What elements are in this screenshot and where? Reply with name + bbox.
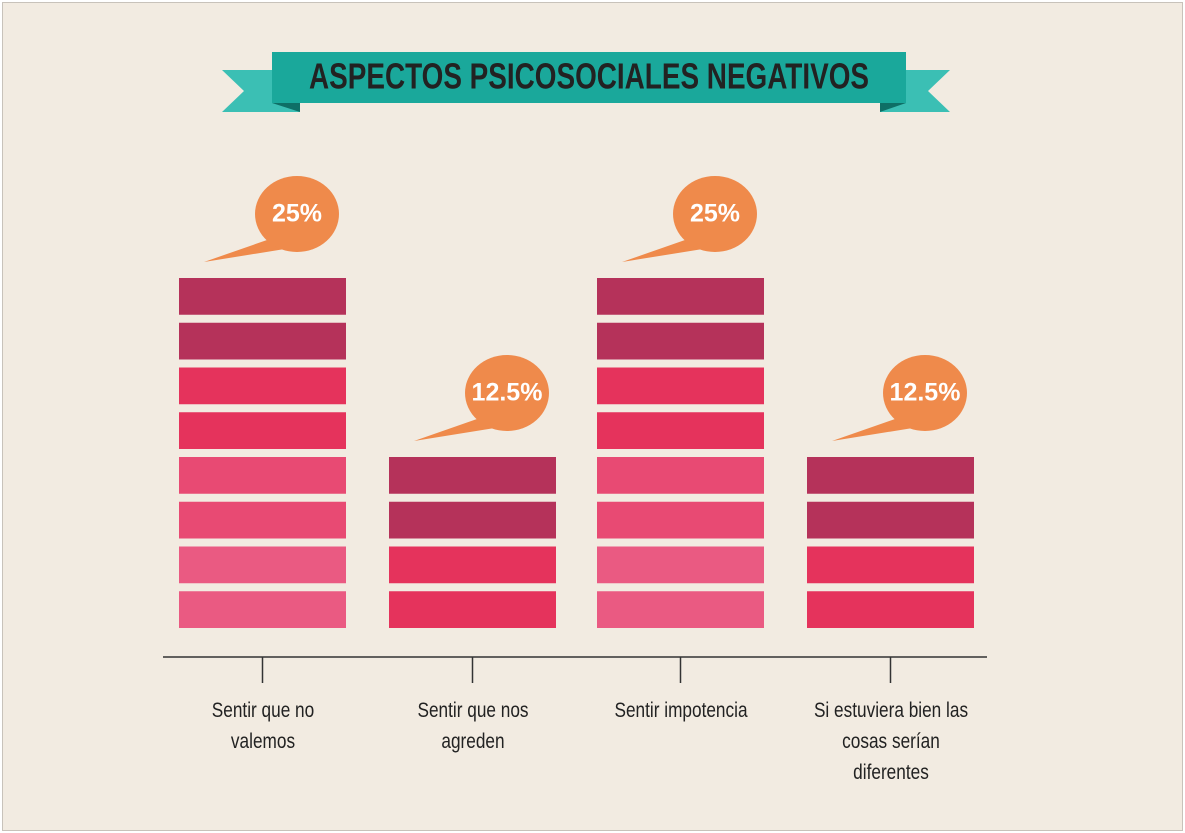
x-tick-label: Si estuviera bien las cosas serían difer…	[813, 699, 968, 784]
bar-segment	[179, 412, 346, 449]
x-tick-label: Sentir que no valemos	[211, 699, 314, 753]
value-label: 12.5%	[890, 379, 961, 407]
x-tick-label: Sentir que nos agreden	[416, 699, 529, 753]
bar-segment	[179, 546, 346, 584]
bar-segment	[597, 546, 764, 584]
x-tick-label: Sentir impotencia	[613, 699, 748, 722]
bar-segment	[389, 546, 556, 584]
label-bubble	[832, 419, 919, 441]
bar-segment	[179, 278, 346, 315]
bar-segment	[179, 591, 346, 628]
label-bubble	[414, 419, 501, 441]
ribbon-fold	[880, 103, 906, 112]
label-bubble	[673, 176, 757, 252]
chart-title: ASPECTOS PSICOSOCIALES NEGATIVOS	[309, 56, 869, 97]
label-bubble	[622, 240, 709, 262]
ribbon-fold	[272, 103, 300, 112]
bar	[597, 278, 764, 628]
bar-segment	[179, 367, 346, 405]
value-label: 25%	[272, 200, 322, 228]
bar-segment	[597, 591, 764, 628]
bar-segment	[179, 322, 346, 360]
bar-segment	[389, 591, 556, 628]
bar-segment	[807, 591, 974, 628]
label-bubble	[883, 355, 967, 431]
value-label: 12.5%	[472, 379, 543, 407]
banner	[272, 52, 906, 103]
bar-segment	[597, 367, 764, 405]
label-bubble	[204, 240, 291, 262]
bar	[389, 457, 556, 628]
bar	[807, 457, 974, 628]
bar-segment	[597, 501, 764, 539]
label-bubble	[465, 355, 549, 431]
label-bubble	[255, 176, 339, 252]
bar-segment	[389, 501, 556, 539]
bar-segment	[807, 457, 974, 494]
bar-segment	[807, 501, 974, 539]
bar-segment	[179, 501, 346, 539]
bar-segment	[389, 457, 556, 494]
bar-segment	[597, 322, 764, 360]
bar-segment	[597, 412, 764, 449]
bar-segment	[597, 457, 764, 494]
bar-segment	[597, 278, 764, 315]
value-label: 25%	[690, 200, 740, 228]
bar-segment	[179, 457, 346, 494]
bar	[179, 278, 346, 628]
bar-segment	[807, 546, 974, 584]
